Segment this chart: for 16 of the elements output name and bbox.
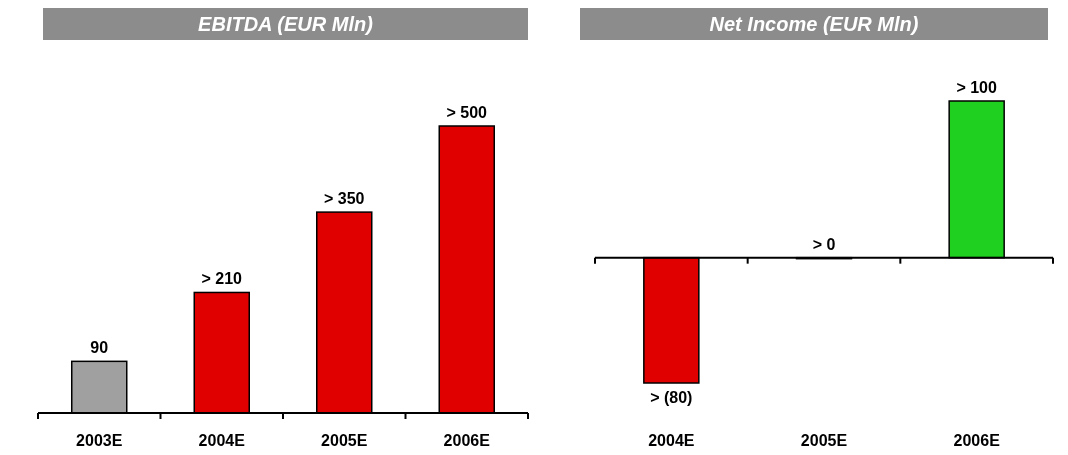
x-tick-label: 2003E xyxy=(76,432,123,449)
x-tick-label: 2006E xyxy=(953,432,1001,449)
x-tick-label: 2004E xyxy=(198,432,246,449)
data-label: > 350 xyxy=(324,190,365,208)
chart-title: Net Income (EUR Mln) xyxy=(709,13,919,35)
data-label: > 500 xyxy=(446,104,488,121)
x-tick-label: 2005E xyxy=(800,432,848,449)
x-tick-label: 2006E xyxy=(443,432,491,449)
data-label: 90 xyxy=(90,339,109,357)
data-label: > 210 xyxy=(201,270,243,288)
data-label: > 0 xyxy=(812,235,836,253)
x-tick-label: 2005E xyxy=(321,432,368,449)
data-label: > (80) xyxy=(650,389,693,406)
x-tick-label: 2004E xyxy=(648,432,695,449)
chart-title: EBITDA (EUR Mln) xyxy=(198,13,374,35)
data-label: > 100 xyxy=(956,79,998,96)
